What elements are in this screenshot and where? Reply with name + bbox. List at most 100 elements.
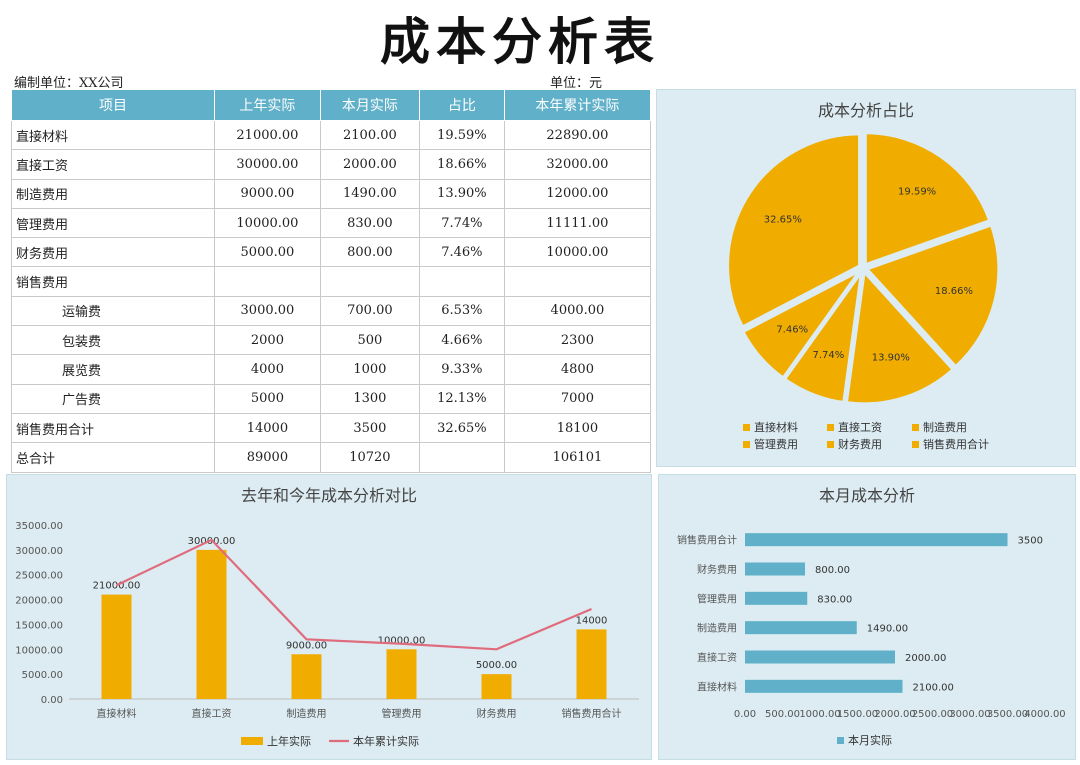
legend-swatch [743,441,750,448]
y-tick-label: 0.00 [41,695,63,706]
y-tick-label: 直接材料 [697,680,737,693]
table-cell: 7000 [503,383,652,414]
x-tick-label: 500.00 [765,709,800,720]
legend-label: 直接工资 [838,420,882,434]
table-cell: 1300 [319,383,420,414]
bar [101,594,132,699]
x-tick-label: 1500.00 [837,709,878,720]
hbar [745,650,895,664]
table-cell: 4000.00 [503,295,652,327]
column-header: 项目 [11,89,215,121]
pie-chart-title: 成本分析占比 [818,101,914,120]
legend-label: 本年累计实际 [353,734,419,748]
row-item-label: 财务费用 [11,237,215,268]
pie-slice [863,131,992,267]
table-cell: 1490.00 [319,178,420,209]
hbar [745,679,903,693]
row-item-label: 直接材料 [11,119,215,151]
x-tick-label: 2500.00 [912,709,953,720]
table-cell: 18.66% [418,149,505,180]
currency-unit-label: 单位：元 [550,76,603,91]
bar [481,674,512,699]
row-item-label: 直接工资 [11,149,215,180]
table-cell: 13.90% [418,178,505,209]
legend-swatch [827,424,834,431]
column-header: 本月实际 [319,89,420,121]
table-cell: 5000.00 [214,237,321,268]
table-cell [418,266,505,297]
y-tick-label: 管理费用 [697,592,737,605]
row-item-label: 管理费用 [11,207,215,239]
table-cell: 12000.00 [503,178,652,209]
table-cell: 2300 [503,325,652,356]
legend-swatch [241,737,263,745]
legend-swatch [743,424,750,431]
table-cell: 500 [319,325,420,356]
row-item-label: 运输费 [11,295,215,327]
x-tick-label: 1000.00 [799,709,840,720]
table-cell: 3500 [319,412,420,444]
table-cell: 1000 [319,354,420,385]
table-cell: 22890.00 [503,119,652,151]
pie-data-label: 32.65% [764,214,802,225]
x-tick-label: 制造费用 [287,707,327,720]
y-tick-label: 30000.00 [15,546,63,557]
table-header-row: 项目 上年实际 本月实际 占比 本年累计实际 [11,89,652,121]
table-cell: 2000.00 [319,149,420,180]
legend-swatch [827,441,834,448]
pie-data-label: 18.66% [935,286,973,297]
row-item-label: 包装费 [11,325,215,356]
y-tick-label: 20000.00 [15,596,63,607]
table-cell: 800.00 [319,237,420,268]
x-tick-label: 财务费用 [477,707,517,720]
row-item-label: 销售费用 [11,266,215,297]
row-item-label: 总合计 [11,442,215,473]
table-cell: 2000 [214,325,321,356]
bar-data-label: 14000 [576,615,608,626]
x-tick-label: 3500.00 [987,709,1028,720]
table-cell: 10000.00 [503,237,652,268]
table-row: 销售费用 [11,266,652,297]
table-cell: 9.33% [418,354,505,385]
hbar-chart-title: 本月成本分析 [819,486,915,505]
table-row: 管理费用 10000.00 830.00 7.74% 11111.00 [11,207,652,239]
table-cell: 7.74% [418,207,505,239]
legend-label: 管理费用 [754,437,798,451]
column-header: 本年累计实际 [503,89,652,121]
hbar [745,591,808,605]
pie-data-label: 19.59% [898,186,936,197]
hbar-data-label: 800.00 [815,565,850,576]
table-row: 销售费用合计 14000 3500 32.65% 18100 [11,412,652,444]
combo-chart-panel: 去年和今年成本分析对比 0.00 5000.00 10000.00 15000.00 2… [6,474,652,760]
table-cell: 32.65% [418,412,505,444]
pie-slice [726,132,862,329]
table-cell: 6.53% [418,295,505,327]
table-row: 展览费 4000 1000 9.33% 4800 [11,354,652,385]
legend-label: 销售费用合计 [923,437,989,451]
y-tick-label: 10000.00 [15,645,63,656]
hbar [745,621,857,635]
bar-data-label: 9000.00 [286,640,327,651]
x-tick-label: 销售费用合计 [562,707,622,720]
y-tick-label: 财务费用 [697,563,737,576]
table-cell: 12.13% [418,383,505,414]
hbar-data-label: 830.00 [817,594,852,605]
table-row: 包装费 2000 500 4.66% 2300 [11,325,652,356]
table-cell [503,266,652,297]
hbar-data-label: 2100.00 [913,682,954,693]
legend-label: 财务费用 [838,437,882,451]
table-cell: 5000 [214,383,321,414]
table-row: 直接工资 30000.00 2000.00 18.66% 32000.00 [11,149,652,180]
table-row: 制造费用 9000.00 1490.00 13.90% 12000.00 [11,178,652,209]
y-tick-label: 制造费用 [697,622,737,635]
hbar-data-label: 3500 [1018,536,1043,547]
combo-chart-title: 去年和今年成本分析对比 [241,486,417,505]
pie-data-label: 13.90% [872,353,910,364]
hbar-chart: 本月成本分析 2100.00 直接材料 2000.00 直接工资 1490.00 制造费用… [677,486,1066,747]
table-cell: 89000 [214,442,321,473]
table-cell: 106101 [503,442,652,473]
table-row: 财务费用 5000.00 800.00 7.46% 10000.00 [11,237,652,268]
hbar-data-label: 2000.00 [905,653,946,664]
table-cell: 3000.00 [214,295,321,327]
pie-data-label: 7.74% [812,350,844,361]
